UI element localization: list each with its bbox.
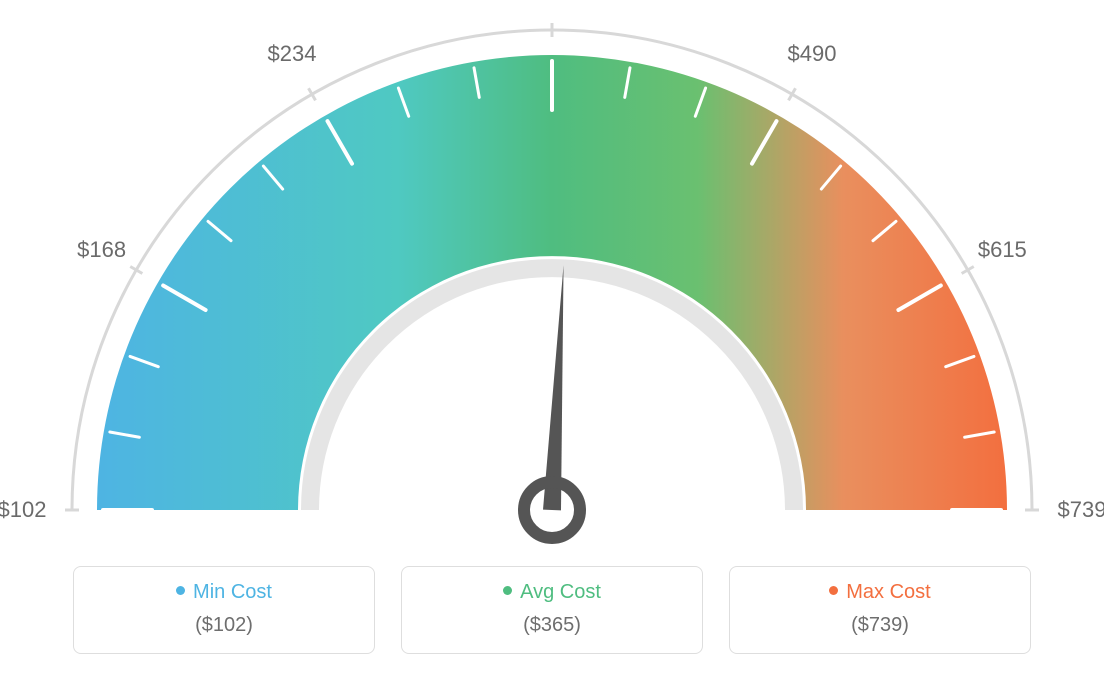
gauge-tick-label: $168: [77, 237, 126, 263]
gauge-tick-label: $102: [0, 497, 46, 523]
legend-label-max: Max Cost: [846, 581, 930, 603]
legend-row: Min Cost ($102) Avg Cost ($365) Max Cost…: [0, 566, 1104, 654]
legend-value-max: ($739): [730, 614, 1030, 637]
legend-title-avg: Avg Cost: [402, 581, 702, 604]
gauge-tick-label: $615: [978, 237, 1027, 263]
legend-label-avg: Avg Cost: [520, 581, 601, 603]
legend-value-min: ($102): [74, 614, 374, 637]
legend-card-max: Max Cost ($739): [729, 566, 1031, 654]
legend-card-avg: Avg Cost ($365): [401, 566, 703, 654]
gauge-tick-label: $234: [268, 41, 317, 67]
legend-dot-max: [829, 586, 838, 595]
legend-value-avg: ($365): [402, 614, 702, 637]
gauge-tick-label: $490: [788, 41, 837, 67]
gauge-area: $102$168$234$365$490$615$739: [0, 0, 1104, 560]
legend-title-min: Min Cost: [74, 581, 374, 604]
legend-card-min: Min Cost ($102): [73, 566, 375, 654]
legend-dot-min: [176, 586, 185, 595]
legend-title-max: Max Cost: [730, 581, 1030, 604]
cost-gauge-chart: $102$168$234$365$490$615$739 Min Cost ($…: [0, 0, 1104, 690]
gauge-svg: [0, 0, 1104, 560]
legend-dot-avg: [503, 586, 512, 595]
legend-label-min: Min Cost: [193, 581, 272, 603]
gauge-tick-label: $739: [1058, 497, 1104, 523]
